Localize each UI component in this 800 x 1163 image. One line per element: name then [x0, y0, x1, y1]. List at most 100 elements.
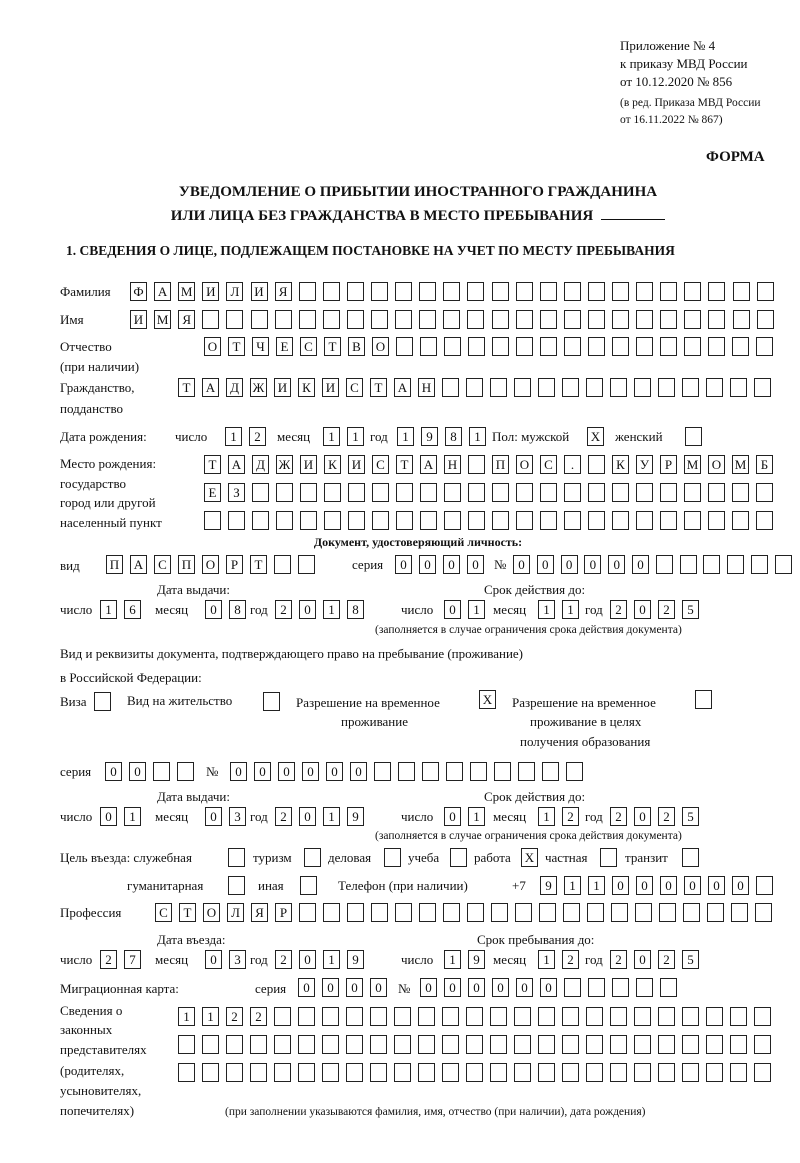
char-cell[interactable]: О: [372, 337, 389, 356]
char-cell[interactable]: [539, 310, 557, 329]
char-cell[interactable]: [443, 282, 461, 301]
char-cell[interactable]: Т: [204, 455, 221, 474]
char-cell[interactable]: [420, 337, 437, 356]
char-cell[interactable]: [491, 903, 508, 922]
char-cell[interactable]: 2: [658, 807, 675, 826]
char-cell[interactable]: 3: [229, 807, 246, 826]
char-cell[interactable]: 1: [444, 950, 461, 969]
char-cell[interactable]: [204, 511, 221, 530]
char-cell[interactable]: [468, 337, 485, 356]
char-cell[interactable]: [682, 1063, 699, 1082]
char-cell[interactable]: [636, 282, 654, 301]
char-cell[interactable]: 2: [275, 807, 292, 826]
char-cell[interactable]: [634, 1007, 651, 1026]
char-cell[interactable]: Т: [324, 337, 341, 356]
char-cell[interactable]: [730, 1035, 747, 1054]
char-cell[interactable]: Ж: [276, 455, 293, 474]
char-cell[interactable]: [515, 282, 533, 301]
char-cell[interactable]: [371, 282, 388, 301]
char-cell[interactable]: [514, 1063, 531, 1082]
char-cell[interactable]: [612, 310, 629, 329]
char-cell[interactable]: 2: [562, 950, 579, 969]
char-cell[interactable]: [636, 978, 653, 997]
char-cell[interactable]: [515, 903, 532, 922]
char-cell[interactable]: [178, 1063, 195, 1082]
checkbox[interactable]: [384, 848, 401, 867]
char-cell[interactable]: 1: [538, 600, 555, 619]
char-cell[interactable]: [660, 282, 678, 301]
char-cell[interactable]: [684, 483, 701, 502]
char-cell[interactable]: 0: [513, 555, 530, 574]
char-cell[interactable]: 1: [323, 807, 340, 826]
char-cell[interactable]: В: [348, 337, 365, 356]
char-cell[interactable]: [732, 511, 749, 530]
char-cell[interactable]: 2: [250, 1007, 267, 1026]
char-cell[interactable]: [730, 1007, 747, 1026]
char-cell[interactable]: [514, 1035, 531, 1054]
char-cell[interactable]: [636, 337, 653, 356]
char-cell[interactable]: С: [300, 337, 317, 356]
char-cell[interactable]: [274, 310, 292, 329]
char-cell[interactable]: [587, 903, 604, 922]
char-cell[interactable]: [660, 310, 678, 329]
char-cell[interactable]: [703, 555, 721, 574]
char-cell[interactable]: [396, 483, 413, 502]
char-cell[interactable]: О: [516, 455, 533, 474]
char-cell[interactable]: [466, 1035, 483, 1054]
char-cell[interactable]: Л: [226, 282, 244, 301]
char-cell[interactable]: 2: [275, 600, 292, 619]
char-cell[interactable]: [516, 483, 533, 502]
char-cell[interactable]: [371, 310, 388, 329]
char-cell[interactable]: [490, 378, 507, 397]
char-cell[interactable]: [514, 1007, 531, 1026]
char-cell[interactable]: [636, 483, 653, 502]
char-cell[interactable]: Р: [275, 903, 292, 922]
char-cell[interactable]: 1: [347, 427, 364, 446]
char-cell[interactable]: [228, 511, 245, 530]
checkbox[interactable]: [300, 876, 317, 895]
char-cell[interactable]: [420, 483, 437, 502]
char-cell[interactable]: [346, 310, 364, 329]
char-cell[interactable]: [562, 378, 579, 397]
char-cell[interactable]: С: [346, 378, 363, 397]
char-cell[interactable]: [612, 978, 629, 997]
char-cell[interactable]: [444, 337, 461, 356]
char-cell[interactable]: [774, 555, 792, 574]
char-cell[interactable]: 0: [419, 555, 436, 574]
char-cell[interactable]: [564, 483, 581, 502]
char-cell[interactable]: 2: [249, 427, 266, 446]
char-cell[interactable]: 1: [225, 427, 242, 446]
char-cell[interactable]: [756, 483, 773, 502]
char-cell[interactable]: 2: [275, 950, 292, 969]
char-cell[interactable]: 1: [469, 427, 486, 446]
char-cell[interactable]: 0: [205, 600, 222, 619]
char-cell[interactable]: 2: [610, 950, 627, 969]
char-cell[interactable]: [202, 310, 220, 329]
char-cell[interactable]: [562, 1035, 579, 1054]
char-cell[interactable]: 0: [298, 978, 315, 997]
char-cell[interactable]: 2: [100, 950, 117, 969]
char-cell[interactable]: 0: [732, 876, 749, 895]
char-cell[interactable]: [492, 511, 509, 530]
char-cell[interactable]: [250, 1063, 267, 1082]
char-cell[interactable]: [732, 282, 750, 301]
char-cell[interactable]: [588, 511, 605, 530]
char-cell[interactable]: [514, 378, 531, 397]
char-cell[interactable]: 9: [347, 950, 364, 969]
char-cell[interactable]: О: [204, 337, 221, 356]
char-cell[interactable]: [636, 511, 653, 530]
char-cell[interactable]: [518, 762, 535, 781]
char-cell[interactable]: [396, 511, 413, 530]
char-cell[interactable]: [612, 282, 629, 301]
char-cell[interactable]: [540, 337, 557, 356]
char-cell[interactable]: [542, 762, 559, 781]
char-cell[interactable]: [491, 282, 509, 301]
char-cell[interactable]: [708, 282, 726, 301]
char-cell[interactable]: 1: [124, 807, 141, 826]
char-cell[interactable]: 0: [100, 807, 117, 826]
char-cell[interactable]: 0: [516, 978, 533, 997]
char-cell[interactable]: 9: [540, 876, 557, 895]
char-cell[interactable]: [443, 310, 461, 329]
char-cell[interactable]: 1: [588, 876, 605, 895]
char-cell[interactable]: Е: [276, 337, 293, 356]
